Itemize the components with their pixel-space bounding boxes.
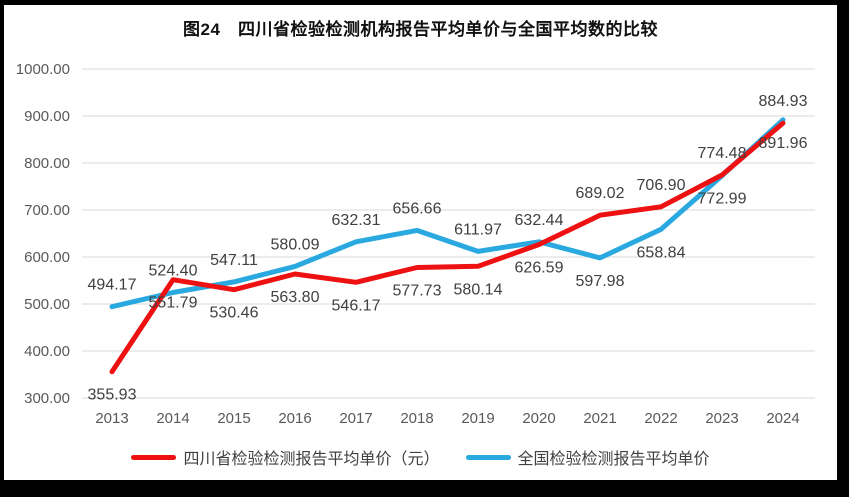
data-label-sichuan: 577.73 [393,283,442,300]
x-tick-label: 2018 [400,410,433,427]
data-label-sichuan: 580.14 [454,281,503,298]
x-tick-label: 2021 [583,410,616,427]
legend-item-sichuan: 四川省检验检测报告平均单价（元） [131,445,440,469]
x-tick-label: 2014 [156,410,189,427]
y-tick-label: 400.00 [24,343,70,360]
chart-title: 图24 四川省检验检测机构报告平均单价与全国平均数的比较 [183,19,658,39]
data-label-sichuan: 626.59 [515,260,564,277]
x-tick-label: 2022 [644,410,677,427]
data-label-sichuan: 689.02 [576,185,625,202]
chart-plot: 300.00 400.00 500.00 600.00 700.00 800.00 900.… [16,61,815,427]
series-line-national [109,117,786,310]
data-label-national: 547.11 [210,252,258,269]
data-label-sichuan: 563.80 [271,289,320,306]
y-tick-label: 700.00 [24,202,70,219]
y-tick-label: 900.00 [24,108,70,125]
x-tick-label: 2013 [95,410,128,427]
data-label-sichuan: 774.48 [698,145,747,162]
data-label-national: 658.84 [637,244,686,261]
y-tick-label: 800.00 [24,155,70,172]
legend-label-national: 全国检验检测报告平均单价 [517,451,710,468]
legend-label-sichuan: 四川省检验检测报告平均单价（元） [183,451,440,468]
data-label-national: 891.96 [759,135,808,152]
data-label-sichuan: 546.17 [332,297,381,314]
data-label-national: 611.97 [454,221,502,238]
y-tick-label: 1000.00 [16,61,70,78]
data-label-national: 494.17 [88,277,137,294]
x-tick-label: 2019 [461,410,494,427]
data-label-national: 632.44 [515,212,564,229]
legend-swatch-national-icon [465,454,511,460]
chart-legend: 四川省检验检测报告平均单价（元） 全国检验检测报告平均单价 [4,434,837,480]
chart-card: 图24 四川省检验检测机构报告平均单价与全国平均数的比较 300.00 400.0… [4,5,837,480]
x-tick-label: 2023 [705,410,738,427]
y-tick-label: 300.00 [24,390,70,407]
y-tick-label: 600.00 [24,249,70,266]
series-line-sichuan [109,120,786,375]
data-label-national: 656.66 [393,200,442,217]
data-label-sichuan: 884.93 [759,93,808,110]
data-label-national: 772.99 [698,191,747,208]
y-tick-label: 500.00 [24,296,70,313]
data-label-sichuan: 551.79 [149,295,198,312]
legend-item-national: 全国检验检测报告平均单价 [465,445,710,469]
data-label-national: 597.98 [576,273,625,290]
x-tick-label: 2016 [278,410,311,427]
x-tick-label: 2024 [766,410,799,427]
data-label-sichuan: 706.90 [637,177,686,194]
x-tick-label: 2020 [522,410,555,427]
data-label-national: 524.40 [149,263,198,280]
data-label-national: 580.09 [271,236,320,253]
x-tick-label: 2017 [339,410,372,427]
legend-swatch-sichuan-icon [131,454,177,460]
data-label-sichuan: 530.46 [210,305,259,322]
data-label-national: 632.31 [332,212,381,229]
x-tick-label: 2015 [217,410,250,427]
data-label-sichuan: 355.93 [88,387,137,404]
